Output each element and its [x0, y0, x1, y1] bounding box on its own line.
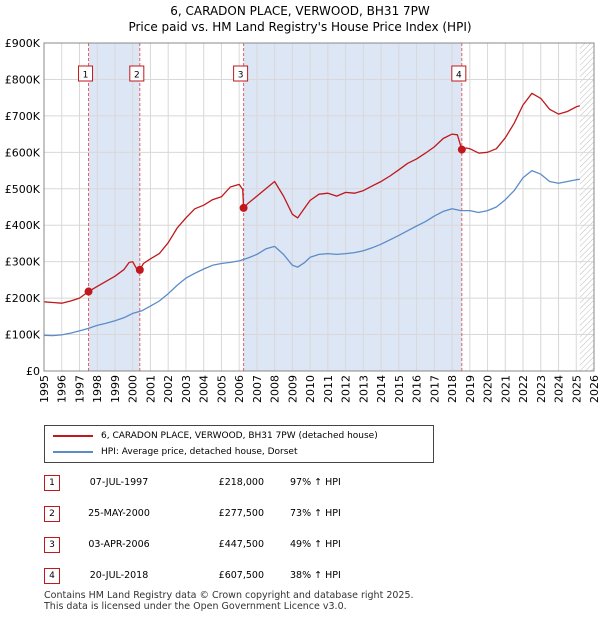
x-tick-label: 2024 — [553, 375, 566, 403]
y-tick-label: £0 — [26, 365, 40, 378]
x-tick-label: 1999 — [109, 375, 122, 403]
plot-frame — [43, 42, 595, 372]
transaction-hpi-change: 97% ↑ HPI — [290, 477, 341, 488]
price-chart: 1 2 3 4 £0 £100K £200K £300K £400K £500K £600K £70… — [5, 37, 600, 403]
x-tick-label: 1998 — [91, 375, 104, 403]
x-tick-label: 1995 — [38, 375, 51, 403]
y-tick-label: £600K — [5, 146, 41, 159]
x-tick-label: 2000 — [127, 375, 140, 403]
x-tick-label: 1996 — [56, 375, 69, 403]
legend: 6, CARADON PLACE, VERWOOD, BH31 7PW (det… — [44, 425, 434, 463]
legend-swatch-property — [53, 435, 93, 437]
x-tick-label: 2025 — [570, 375, 583, 403]
x-tick-label: 2019 — [464, 375, 477, 403]
transaction-number: 4 — [44, 568, 60, 584]
x-tick-label: 2004 — [198, 375, 211, 403]
transaction-price: £447,500 — [218, 539, 264, 550]
transaction-price: £277,500 — [218, 508, 264, 519]
x-tick-label: 2009 — [286, 375, 299, 403]
transaction-hpi-change: 38% ↑ HPI — [290, 570, 341, 581]
legend-label-hpi: HPI: Average price, detached house, Dors… — [101, 447, 298, 457]
sale-number-label: 2 — [134, 71, 140, 81]
x-tick-label: 2016 — [411, 375, 424, 403]
x-tick-label: 2026 — [588, 375, 600, 403]
x-tick-label: 2007 — [251, 375, 264, 403]
transaction-price: £607,500 — [218, 570, 264, 581]
footer-attribution: Contains HM Land Registry data © Crown c… — [44, 590, 414, 612]
x-tick-label: 2012 — [340, 375, 353, 403]
sale-point — [457, 145, 466, 154]
ownership-band — [88, 43, 140, 371]
transaction-date: 25-MAY-2000 — [88, 508, 150, 519]
chart-subtitle: Price paid vs. HM Land Registry's House … — [128, 20, 472, 34]
table-row: 2 25-MAY-2000 £277,500 73% ↑ HPI — [44, 505, 444, 523]
x-tick-label: 2011 — [322, 375, 335, 403]
legend-swatch-hpi — [53, 451, 93, 453]
sale-number-box — [451, 65, 467, 82]
chart-title-block: 6, CARADON PLACE, VERWOOD, BH31 7PW Pric… — [0, 3, 600, 35]
hpi-line — [43, 169, 580, 337]
y-tick-label: £500K — [5, 183, 41, 196]
sale-point — [239, 203, 248, 212]
legend-label-property: 6, CARADON PLACE, VERWOOD, BH31 7PW (det… — [101, 431, 378, 441]
transaction-date: 03-APR-2006 — [88, 539, 150, 550]
x-tick-label: 2014 — [375, 375, 388, 403]
x-tick-label: 2001 — [144, 375, 157, 403]
footer-line-copyright: Contains HM Land Registry data © Crown c… — [44, 590, 414, 601]
future-hatch-region — [579, 43, 594, 371]
y-tick-label: £200K — [5, 292, 41, 305]
y-tick-label: £100K — [5, 329, 41, 342]
x-tick-label: 2008 — [269, 375, 282, 403]
x-tick-label: 1997 — [73, 375, 86, 403]
chart-title: 6, CARADON PLACE, VERWOOD, BH31 7PW — [170, 4, 430, 18]
sale-number-label: 3 — [238, 71, 244, 81]
x-tick-label: 2017 — [428, 375, 441, 403]
x-tick-label: 2022 — [517, 375, 530, 403]
sale-point — [84, 287, 93, 296]
property-price-line — [43, 92, 580, 304]
transaction-number: 3 — [44, 537, 60, 553]
x-tick-label: 2002 — [162, 375, 175, 403]
transaction-number: 1 — [44, 475, 60, 491]
transaction-price: £218,000 — [218, 477, 264, 488]
table-row: 4 20-JUL-2018 £607,500 38% ↑ HPI — [44, 567, 444, 585]
x-tick-label: 2020 — [482, 375, 495, 403]
x-tick-label: 2005 — [215, 375, 228, 403]
legend-item-hpi: HPI: Average price, detached house, Dors… — [53, 445, 298, 459]
y-tick-label: £300K — [5, 256, 41, 269]
sale-number-box — [78, 65, 94, 82]
x-tick-label: 2013 — [357, 375, 370, 403]
table-row: 3 03-APR-2006 £447,500 49% ↑ HPI — [44, 536, 444, 554]
x-tick-label: 2010 — [304, 375, 317, 403]
x-tick-label: 2003 — [180, 375, 193, 403]
y-tick-label: £700K — [5, 110, 41, 123]
transaction-number: 2 — [44, 506, 60, 522]
sale-number-box — [129, 65, 145, 82]
footer-line-licence: This data is licensed under the Open Gov… — [44, 601, 347, 612]
transaction-date: 07-JUL-1997 — [89, 477, 149, 488]
legend-item-property: 6, CARADON PLACE, VERWOOD, BH31 7PW (det… — [53, 429, 378, 443]
y-tick-label: £400K — [5, 219, 41, 232]
x-tick-label: 2006 — [233, 375, 246, 403]
y-tick-label: £800K — [5, 73, 41, 86]
x-tick-label: 2015 — [393, 375, 406, 403]
transaction-hpi-change: 73% ↑ HPI — [290, 508, 341, 519]
x-tick-label: 2018 — [446, 375, 459, 403]
sale-number-label: 1 — [83, 71, 89, 81]
y-tick-label: £900K — [5, 37, 41, 50]
x-tick-label: 2023 — [535, 375, 548, 403]
sale-number-label: 4 — [456, 71, 462, 81]
ownership-band — [243, 43, 462, 371]
transaction-date: 20-JUL-2018 — [89, 570, 149, 581]
x-tick-label: 2021 — [499, 375, 512, 403]
sale-point — [135, 265, 144, 274]
table-row: 1 07-JUL-1997 £218,000 97% ↑ HPI — [44, 474, 444, 492]
transaction-hpi-change: 49% ↑ HPI — [290, 539, 341, 550]
sale-number-box — [233, 65, 249, 82]
